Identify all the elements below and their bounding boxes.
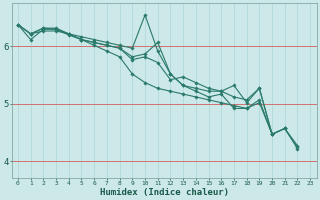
- X-axis label: Humidex (Indice chaleur): Humidex (Indice chaleur): [100, 188, 228, 197]
